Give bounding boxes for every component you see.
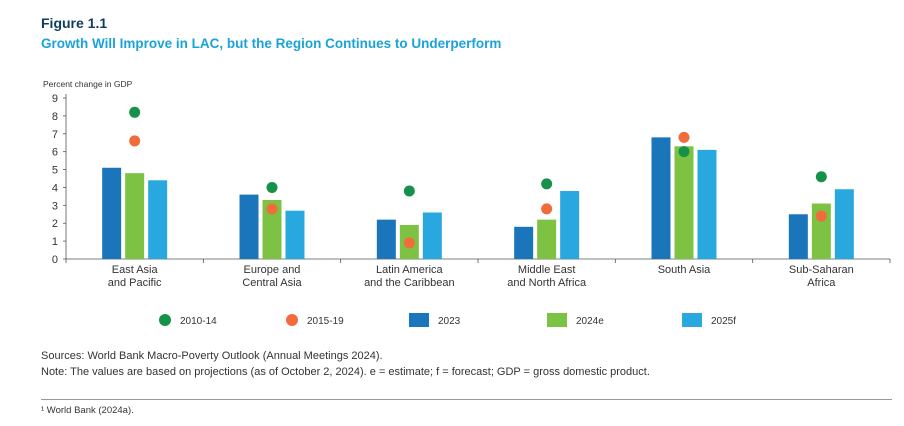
dot-2010-14 <box>129 106 141 118</box>
note-text: Note: The values are based on projection… <box>41 366 650 378</box>
bar-2023 <box>102 167 122 259</box>
bar-2025f <box>560 191 580 259</box>
dot-2010-14 <box>815 171 827 183</box>
bar-2025f <box>834 189 854 259</box>
category-label: and North Africa <box>507 277 587 289</box>
footnote: ¹ World Bank (2024a). <box>41 405 134 416</box>
bar-2024e <box>674 146 694 259</box>
bar-2025f <box>285 210 305 259</box>
dot-2015-19 <box>129 135 141 147</box>
y-tick-label: 9 <box>52 93 58 105</box>
y-tick-label: 0 <box>52 254 58 266</box>
dot-2015-19 <box>541 203 553 215</box>
legend-swatch-2015-19 <box>286 314 298 326</box>
dot-2015-19 <box>678 131 690 143</box>
legend-label-2024e: 2024e <box>576 316 604 327</box>
legend-label-2010-14: 2010-14 <box>180 316 217 327</box>
footnote-divider <box>41 399 892 400</box>
y-tick-label: 3 <box>52 200 58 212</box>
figure-title: Growth Will Improve in LAC, but the Regi… <box>41 36 502 51</box>
y-tick-label: 2 <box>52 218 58 230</box>
bars-group <box>102 137 854 259</box>
bar-2024e <box>262 199 282 259</box>
bar-2023 <box>514 226 534 259</box>
dot-2015-19 <box>815 210 827 222</box>
bar-2023 <box>239 194 259 259</box>
category-label: Central Asia <box>242 277 302 289</box>
category-label: and Pacific <box>108 277 162 289</box>
y-tick-label: 6 <box>52 147 58 159</box>
bar-2025f <box>697 149 717 259</box>
category-label: East Asia <box>112 264 159 276</box>
figure-label: Figure 1.1 <box>41 15 108 31</box>
bar-2023 <box>788 214 808 259</box>
bar-2024e <box>125 173 145 259</box>
category-label: Africa <box>807 277 836 289</box>
y-tick-label: 8 <box>52 111 58 123</box>
x-axis <box>65 258 891 263</box>
sources-text: Sources: World Bank Macro-Poverty Outloo… <box>41 350 383 362</box>
legend-swatch-2023 <box>409 313 429 327</box>
category-label: Sub-Saharan <box>789 264 854 276</box>
bar-2024e <box>537 219 557 259</box>
category-label: South Asia <box>658 264 711 276</box>
dot-2015-19 <box>403 237 415 249</box>
dot-2015-19 <box>266 203 278 215</box>
bar-2023 <box>376 219 396 259</box>
legend-label-2015-19: 2015-19 <box>307 316 344 327</box>
bar-2023 <box>651 137 671 259</box>
y-tick-label: 4 <box>52 182 58 194</box>
legend-label-2025f: 2025f <box>711 316 736 327</box>
y-tick-label: 1 <box>52 236 58 248</box>
y-axis: 0 1 2 3 4 5 6 7 8 9 <box>52 93 67 266</box>
y-tick-label: 5 <box>52 165 58 177</box>
category-label: Europe and <box>244 264 301 276</box>
dot-2010-14 <box>266 181 278 193</box>
bar-2025f <box>148 180 168 259</box>
legend-swatch-2025f <box>682 313 702 327</box>
dot-2010-14 <box>403 185 415 197</box>
dot-2010-14 <box>678 146 690 158</box>
y-tick-label: 7 <box>52 129 58 141</box>
notes-block: Sources: World Bank Macro-Poverty Outloo… <box>41 348 650 380</box>
y-axis-label: Percent change in GDP <box>43 79 133 89</box>
category-label: Latin America <box>376 264 444 276</box>
bar-2025f <box>422 212 442 259</box>
dot-2010-14 <box>541 178 553 190</box>
legend: 2010-14 2015-19 2023 2024e 2025f <box>159 313 736 327</box>
legend-swatch-2024e <box>547 313 567 327</box>
bar-chart: Percent change in GDP 0 1 2 3 4 5 6 7 8 9 East As… <box>43 79 891 327</box>
legend-label-2023: 2023 <box>438 316 461 327</box>
dots-group <box>129 106 827 249</box>
category-label: and the Caribbean <box>364 277 455 289</box>
legend-swatch-2010-14 <box>159 314 171 326</box>
category-label: Middle East <box>518 264 575 276</box>
